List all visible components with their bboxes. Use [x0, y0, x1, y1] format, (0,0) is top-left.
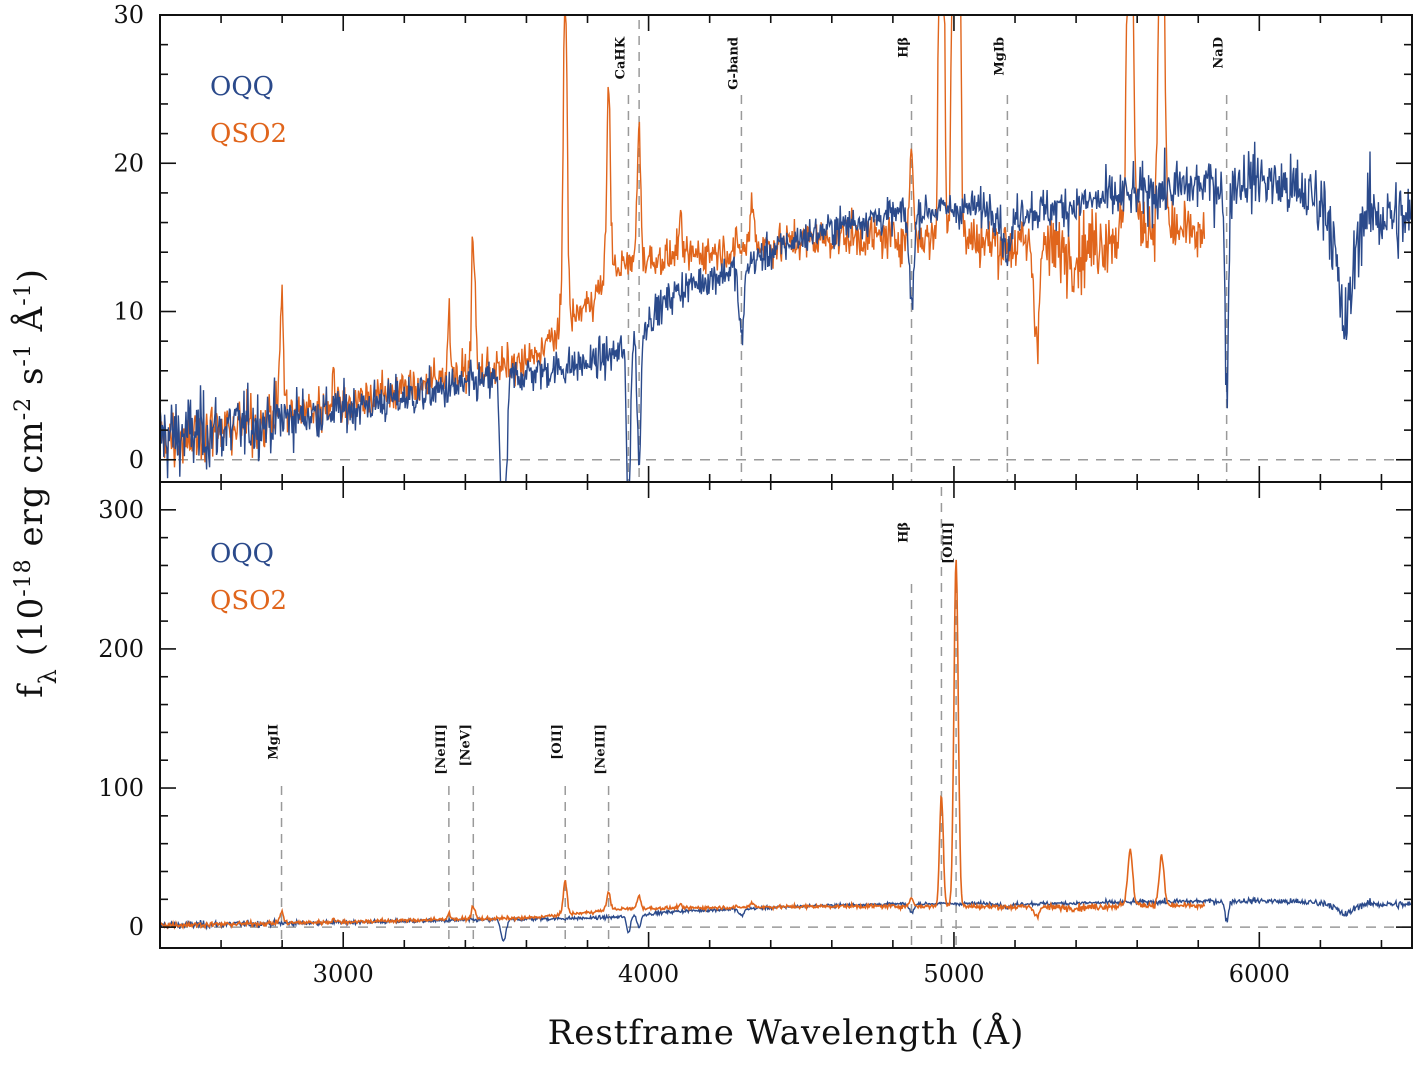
line-label: G-band: [726, 37, 741, 90]
line-label: [NeIII]: [594, 724, 609, 775]
y-tick-label: 300: [98, 496, 144, 524]
legend-oqq: OQQ: [210, 539, 274, 569]
series-qso2-top: [160, 15, 1206, 468]
line-label: Hβ: [897, 522, 912, 543]
series-oqq-bottom: [160, 895, 1412, 942]
y-axis-title: fλ (10-18 erg cm-2 s-1 Å-1): [10, 268, 62, 698]
x-tick-label: 3000: [313, 960, 374, 988]
x-axis-title: Restframe Wavelength (Å): [548, 1012, 1025, 1053]
x-tick-label: 5000: [923, 960, 984, 988]
line-label: NaD: [1212, 37, 1227, 69]
line-label: [OII]: [550, 724, 565, 760]
panel-frame: [159, 481, 1413, 949]
legend-qso2: QSO2: [210, 586, 287, 616]
line-label: [OIII]: [941, 522, 956, 564]
y-tick-label: 20: [113, 149, 144, 177]
legend-oqq: OQQ: [210, 72, 274, 102]
y-tick-label: 0: [129, 913, 144, 941]
x-tick-label: 4000: [618, 960, 679, 988]
y-tick-label: 0: [129, 446, 144, 474]
y-tick-label: 200: [98, 635, 144, 663]
line-label: [NeV]: [458, 724, 473, 767]
legend-qso2: QSO2: [210, 119, 287, 149]
y-tick-label: 30: [113, 1, 144, 29]
series-qso2-bottom: [160, 559, 1206, 930]
line-label: MgII: [267, 724, 282, 760]
line-label: MgIb: [992, 37, 1007, 76]
line-label: Hβ: [897, 37, 912, 58]
y-tick-label: 10: [113, 298, 144, 326]
series-oqq-top: [160, 141, 1412, 482]
y-tick-label: 100: [98, 774, 144, 802]
line-label: [NeIII]: [434, 724, 449, 775]
line-label: CaHK: [613, 36, 628, 79]
x-tick-label: 6000: [1229, 960, 1290, 988]
